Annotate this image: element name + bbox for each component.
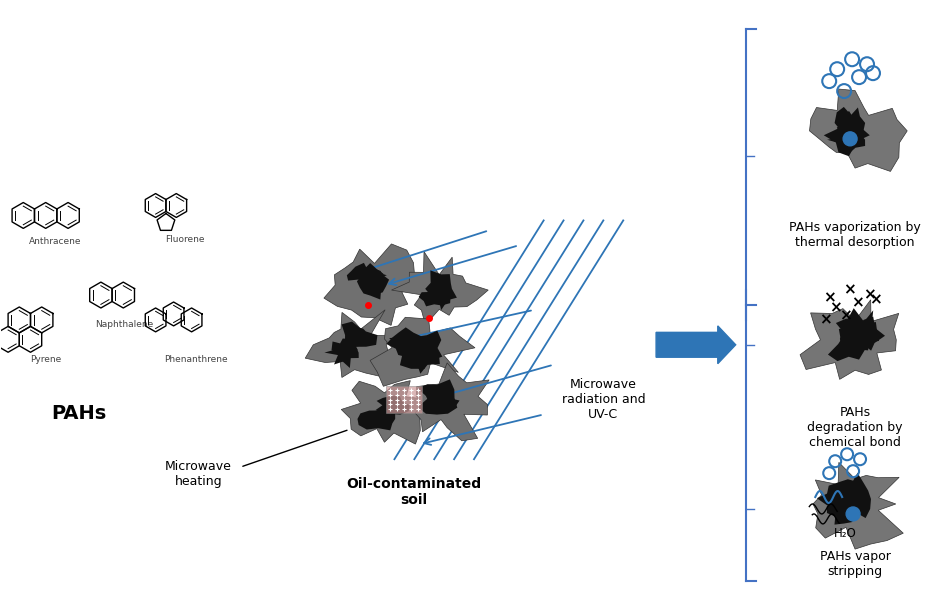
FancyArrow shape — [656, 326, 735, 364]
Polygon shape — [341, 322, 377, 347]
Polygon shape — [357, 263, 385, 300]
Text: ×: × — [869, 292, 882, 308]
Text: ×: × — [851, 295, 864, 311]
Polygon shape — [386, 327, 421, 357]
Polygon shape — [406, 331, 443, 361]
Polygon shape — [341, 381, 424, 444]
Polygon shape — [325, 342, 358, 365]
Polygon shape — [305, 310, 388, 378]
Polygon shape — [417, 379, 458, 415]
Polygon shape — [365, 412, 388, 427]
Text: Microwave
radiation and
UV-C: Microwave radiation and UV-C — [562, 378, 645, 421]
Polygon shape — [401, 340, 440, 374]
Text: Naphthalene: Naphthalene — [95, 320, 153, 329]
Polygon shape — [357, 410, 395, 430]
Polygon shape — [800, 300, 899, 379]
Text: ×: × — [823, 291, 836, 306]
Text: ×: × — [863, 288, 875, 303]
Polygon shape — [366, 269, 389, 295]
Polygon shape — [415, 363, 489, 441]
Text: Phenanthrene: Phenanthrene — [164, 354, 228, 364]
Text: Pyrene: Pyrene — [31, 354, 62, 364]
Text: H₂O: H₂O — [834, 527, 856, 541]
Polygon shape — [371, 317, 475, 386]
Circle shape — [846, 507, 860, 521]
Text: Fluorene: Fluorene — [165, 235, 204, 244]
Text: ×: × — [829, 300, 841, 316]
Text: PAHs
degradation by
chemical bond: PAHs degradation by chemical bond — [808, 406, 903, 449]
Polygon shape — [418, 283, 450, 306]
Circle shape — [843, 132, 857, 146]
Polygon shape — [324, 244, 430, 325]
Text: Microwave
heating: Microwave heating — [165, 460, 232, 488]
Polygon shape — [347, 263, 386, 289]
Polygon shape — [826, 502, 864, 525]
Polygon shape — [391, 252, 489, 325]
Polygon shape — [375, 396, 410, 415]
Text: ×: × — [842, 283, 855, 297]
Text: ×: × — [839, 308, 852, 323]
Text: ×: × — [819, 313, 832, 328]
Text: PAHs vapor
stripping: PAHs vapor stripping — [820, 550, 890, 578]
Polygon shape — [389, 337, 432, 369]
Polygon shape — [846, 473, 871, 518]
Polygon shape — [826, 479, 868, 517]
FancyBboxPatch shape — [386, 385, 422, 413]
Polygon shape — [809, 89, 907, 171]
Text: Anthracene: Anthracene — [29, 237, 82, 246]
Polygon shape — [828, 328, 869, 361]
Polygon shape — [331, 339, 357, 368]
Polygon shape — [425, 271, 457, 310]
Polygon shape — [847, 308, 879, 344]
Text: PAHs: PAHs — [52, 404, 107, 424]
Polygon shape — [824, 111, 870, 156]
Polygon shape — [848, 317, 885, 351]
Polygon shape — [835, 107, 865, 142]
Text: PAHs vaporization by
thermal desorption: PAHs vaporization by thermal desorption — [789, 221, 921, 249]
Polygon shape — [813, 462, 903, 549]
Text: Oil-contaminated
soil: Oil-contaminated soil — [347, 477, 482, 507]
Polygon shape — [425, 389, 460, 410]
Polygon shape — [817, 483, 869, 516]
Polygon shape — [836, 317, 877, 350]
Polygon shape — [827, 127, 865, 154]
